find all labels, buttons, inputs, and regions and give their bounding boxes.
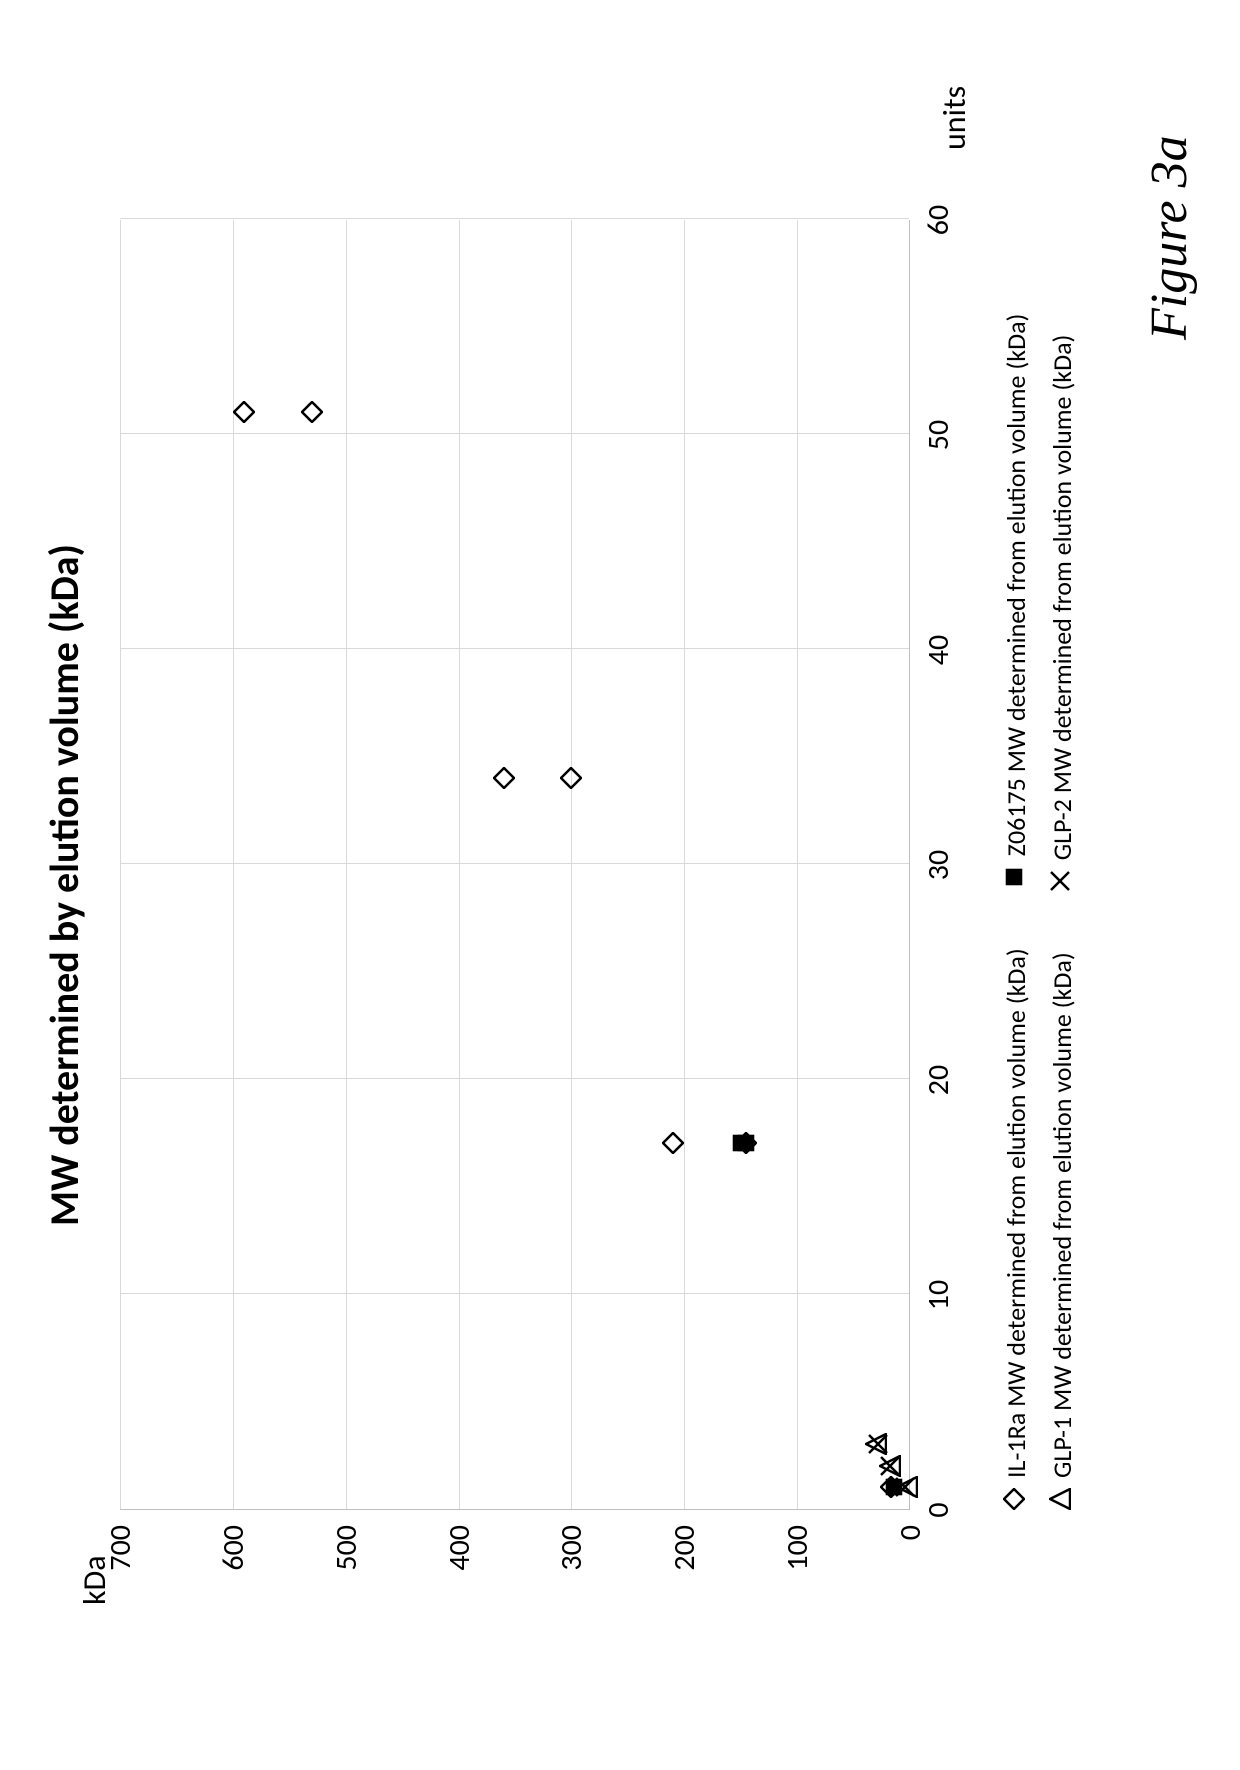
gridline-vertical — [120, 863, 909, 864]
data-point-il1ra — [560, 767, 582, 789]
y-tick-label: 200 — [666, 1525, 703, 1605]
y-tick-label: 400 — [441, 1525, 478, 1605]
gridline-horizontal — [571, 220, 572, 1509]
data-point-glp2 — [867, 1434, 889, 1456]
legend-item-glp2: GLP-2 MW determined from elution volume … — [1046, 335, 1078, 893]
cross-marker-icon — [1046, 870, 1078, 892]
x-tick-label: 60 — [920, 190, 957, 250]
data-point-z06175 — [730, 1133, 752, 1155]
y-tick-label: 700 — [102, 1525, 139, 1605]
x-tick-label: 40 — [920, 620, 957, 680]
legend-item-glp1: GLP-1 MW determined from elution volume … — [1046, 952, 1078, 1510]
legend-label: IL-1Ra MW determined from elution volume… — [1000, 948, 1032, 1478]
x-tick-label: 0 — [920, 1480, 957, 1540]
x-tick-label: 10 — [920, 1265, 957, 1325]
y-tick-label: 300 — [553, 1525, 590, 1605]
chart-title: MW determined by elution volume (kDa) — [40, 0, 89, 1770]
gridline-horizontal — [797, 220, 798, 1509]
data-point-il1ra — [233, 402, 255, 424]
figure-label: Figure 3a — [1140, 135, 1199, 340]
x-tick-label: 30 — [920, 835, 957, 895]
rotated-stage: MW determined by elution volume (kDa) kD… — [0, 0, 1240, 1770]
gridline-vertical — [120, 218, 909, 219]
x-tick-label: 20 — [920, 1050, 957, 1110]
legend-row: IL-1Ra MW determined from elution volume… — [1000, 314, 1032, 1510]
x-tick-label: 50 — [920, 405, 957, 465]
triangle-marker-icon — [1046, 1488, 1078, 1510]
plot-area — [120, 220, 910, 1510]
legend-label: Z06175 MW determined from elution volume… — [1000, 314, 1032, 857]
gridline-vertical — [120, 1078, 909, 1079]
data-point-il1ra — [493, 767, 515, 789]
gridline-horizontal — [346, 220, 347, 1509]
data-point-glp2 — [879, 1455, 901, 1477]
gridline-horizontal — [120, 220, 121, 1509]
data-point-glp2 — [894, 1477, 916, 1499]
y-tick-label: 500 — [328, 1525, 365, 1605]
legend-label: GLP-2 MW determined from elution volume … — [1046, 335, 1078, 861]
legend-item-il1ra: IL-1Ra MW determined from elution volume… — [1000, 948, 1032, 1510]
data-point-il1ra — [301, 402, 323, 424]
gridline-horizontal — [459, 220, 460, 1509]
data-point-il1ra — [662, 1133, 684, 1155]
diamond-marker-icon — [1000, 1488, 1032, 1510]
legend-row: GLP-1 MW determined from elution volume … — [1046, 314, 1078, 1510]
gridline-vertical — [120, 648, 909, 649]
legend-item-z06175: Z06175 MW determined from elution volume… — [1000, 314, 1032, 889]
x-axis-unit-label: units — [935, 86, 974, 150]
gridline-vertical — [120, 433, 909, 434]
gridline-horizontal — [684, 220, 685, 1509]
legend-label: GLP-1 MW determined from elution volume … — [1046, 952, 1078, 1478]
y-tick-label: 100 — [779, 1525, 816, 1605]
legend: IL-1Ra MW determined from elution volume… — [1000, 314, 1092, 1510]
square-marker-icon — [1000, 866, 1032, 888]
y-tick-label: 600 — [215, 1525, 252, 1605]
gridline-vertical — [120, 1293, 909, 1294]
